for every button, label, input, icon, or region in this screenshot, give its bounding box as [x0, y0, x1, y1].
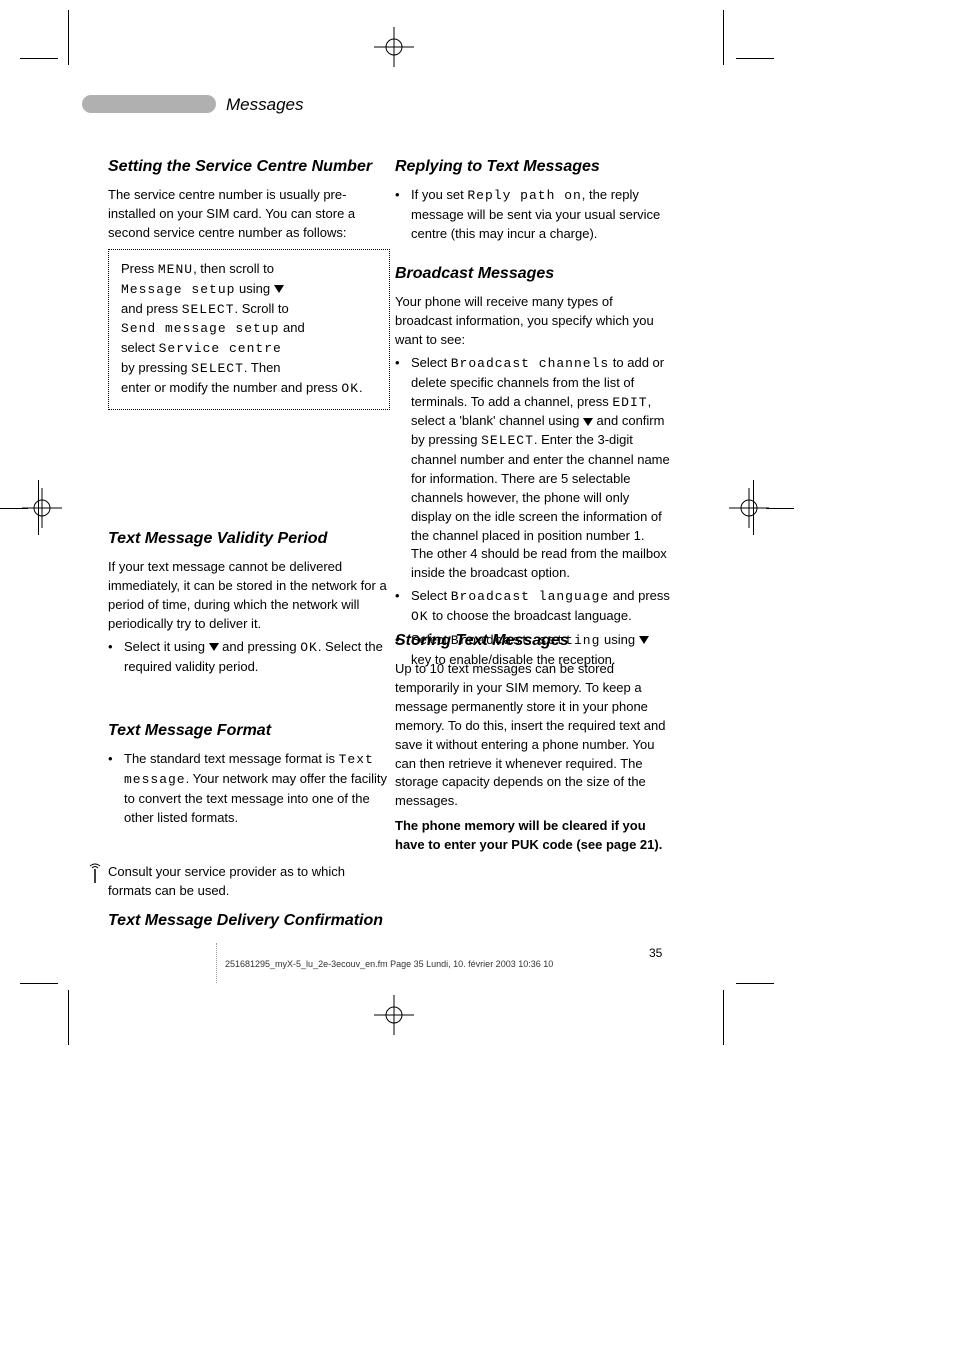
box-text: . Then: [244, 360, 281, 375]
header-title: Messages: [226, 93, 303, 117]
bullet: •: [395, 354, 411, 583]
validity-b1: Select it using: [124, 639, 209, 654]
b2-text: Select: [411, 588, 451, 603]
lcd-send-message-setup: Send message setup: [121, 321, 279, 336]
footer-filename: 251681295_myX-5_lu_2e-3ecouv_en.fm Page …: [225, 958, 553, 971]
crop-mark: [68, 990, 69, 1045]
box-text: and press: [121, 301, 182, 316]
section-title-service-centre: Setting the Service Centre Number: [108, 156, 390, 178]
section-title-format: Text Message Format: [108, 720, 390, 742]
lcd-ok: OK: [341, 381, 359, 396]
lcd-menu: MENU: [158, 262, 193, 277]
crop-mark: [20, 983, 58, 984]
box-text: , then scroll to: [193, 261, 274, 276]
antenna-icon: [88, 863, 102, 883]
bullet: •: [395, 587, 411, 627]
lcd-message-setup: Message setup: [121, 282, 235, 297]
service-centre-intro: The service centre number is usually pre…: [108, 186, 390, 243]
validity-b1: and pressing: [219, 639, 301, 654]
lcd-service-centre: Service centre: [159, 341, 282, 356]
box-text: and: [279, 320, 304, 335]
registration-mark-icon: [374, 27, 414, 67]
box-text: . Scroll to: [235, 301, 289, 316]
bullet: •: [108, 750, 124, 827]
store-warning: The phone memory will be cleared if you …: [395, 817, 670, 855]
lcd-broadcast-language: Broadcast language: [451, 589, 609, 604]
crop-mark: [68, 10, 69, 65]
lcd-select: SELECT: [191, 361, 244, 376]
lcd-broadcast-channels: Broadcast channels: [451, 356, 609, 371]
section-title-validity: Text Message Validity Period: [108, 528, 390, 550]
registration-mark-icon: [374, 995, 414, 1035]
registration-mark-icon: [22, 488, 62, 528]
down-arrow-icon: [209, 643, 219, 651]
b2-text: to choose the broadcast language.: [429, 608, 632, 623]
lcd-select: SELECT: [481, 433, 534, 448]
reply-text: If you set: [411, 187, 467, 202]
box-text: Press: [121, 261, 158, 276]
crop-mark: [723, 10, 724, 65]
format-antenna-note: Consult your service provider as to whic…: [108, 864, 345, 898]
b1-text: . Enter the 3-digit channel number and e…: [411, 432, 670, 580]
header-pill: [82, 95, 216, 113]
crop-mark: [766, 508, 794, 509]
lcd-select: SELECT: [182, 302, 235, 317]
crop-mark: [736, 58, 774, 59]
b1-text: Select: [411, 355, 451, 370]
box-text: select: [121, 340, 159, 355]
crop-mark: [20, 58, 58, 59]
box-text: .: [359, 380, 363, 395]
bullet: •: [108, 638, 124, 677]
lcd-ok: OK: [411, 609, 429, 624]
footer-divider: [216, 943, 217, 983]
section-title-broadcast: Broadcast Messages: [395, 263, 670, 285]
page-number: 35: [649, 945, 662, 962]
b2-text: and press: [609, 588, 670, 603]
box-text: enter or modify the number and press: [121, 380, 341, 395]
crop-mark: [736, 983, 774, 984]
validity-intro: If your text message cannot be delivered…: [108, 558, 390, 633]
broadcast-intro: Your phone will receive many types of br…: [395, 293, 670, 350]
down-arrow-icon: [274, 285, 284, 293]
box-text: by pressing: [121, 360, 191, 375]
section-title-reply: Replying to Text Messages: [395, 156, 670, 178]
lcd-edit: EDIT: [612, 395, 647, 410]
instruction-box: Press MENU, then scroll to Message setup…: [108, 249, 390, 410]
registration-mark-icon: [729, 488, 769, 528]
store-text: Up to 10 text messages can be stored tem…: [395, 660, 670, 811]
lcd-ok: OK: [300, 640, 318, 655]
down-arrow-icon: [583, 418, 593, 426]
bullet: •: [395, 186, 411, 244]
section-title-store: Storing Text Messages: [395, 630, 670, 652]
box-text: using: [235, 281, 273, 296]
format-text: The standard text message format is: [124, 751, 339, 766]
lcd-reply-path-on: Reply path on: [467, 188, 581, 203]
section-title-delivery: Text Message Delivery Confirmation: [108, 910, 390, 932]
crop-mark: [723, 990, 724, 1045]
